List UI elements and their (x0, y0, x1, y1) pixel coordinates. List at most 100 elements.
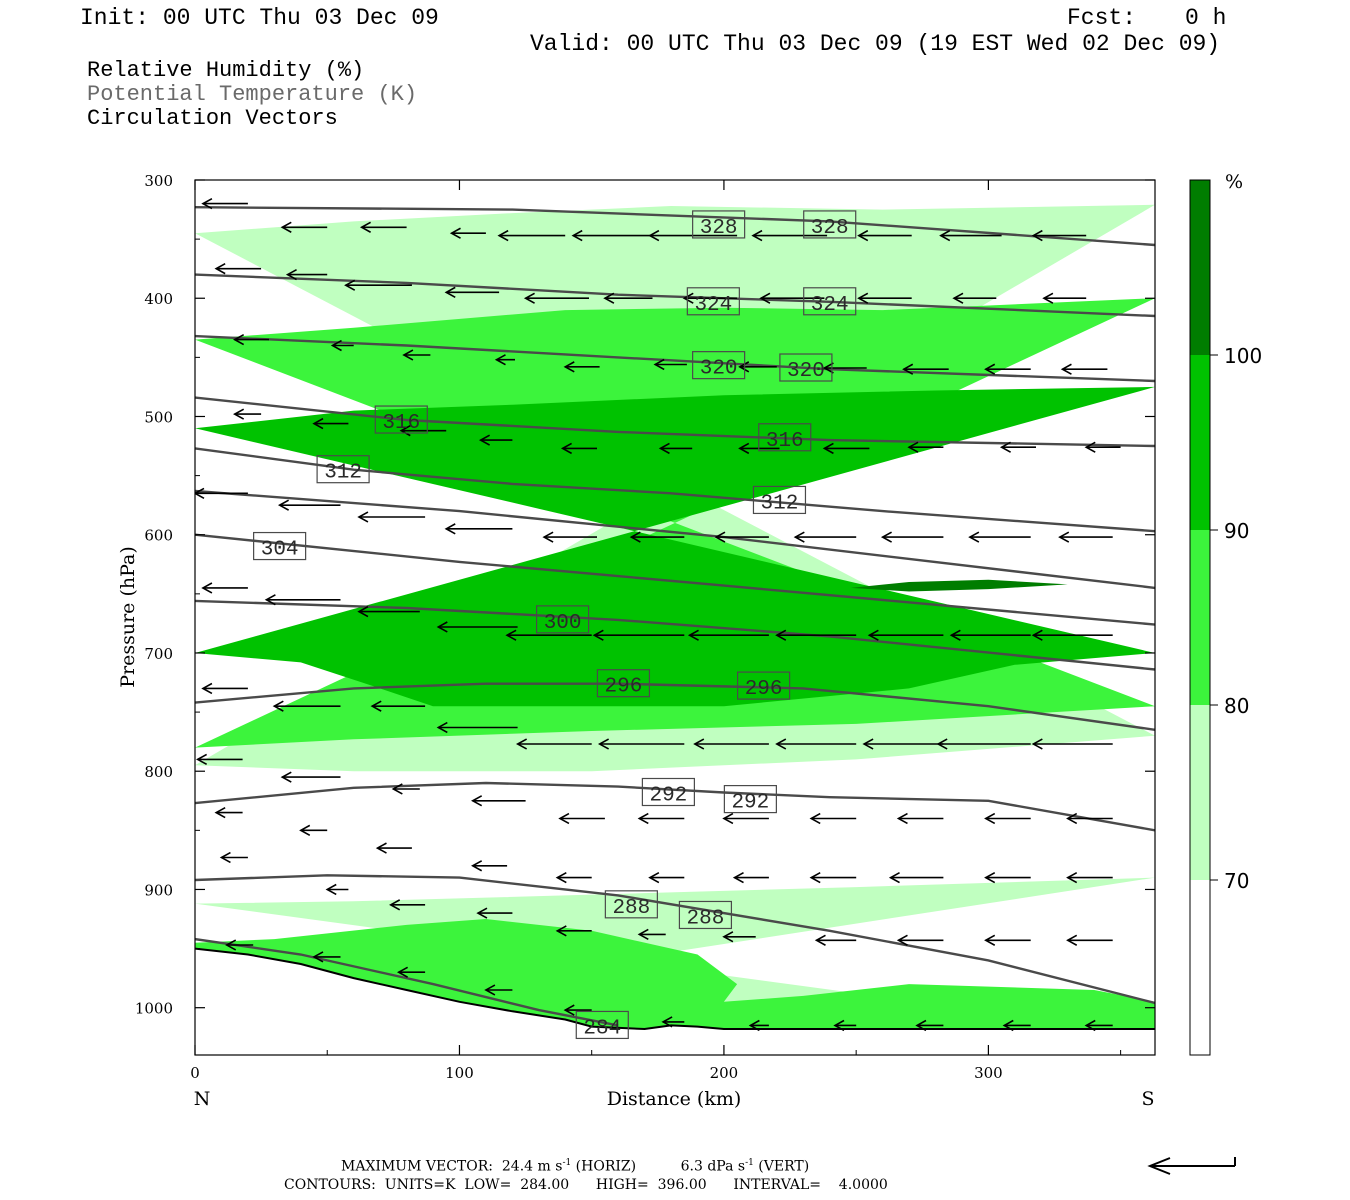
circulation-vector (330, 339, 354, 352)
circulation-vector (359, 221, 407, 233)
x-axis-label: Distance (km) (607, 1088, 742, 1110)
circulation-vector (272, 700, 341, 712)
circulation-vector (476, 907, 513, 919)
circulation-vector (888, 871, 944, 884)
circulation-vector (494, 354, 515, 366)
y-tick-label-400: 400 (144, 290, 173, 308)
circulation-vector (563, 361, 600, 373)
circulation-vector (738, 442, 780, 455)
circulation-vector (497, 229, 566, 242)
max-vector-line: MAXIMUM VECTOR: 24.4 m s-1 (HORIZ) 6.3 d… (341, 1158, 810, 1175)
plot-frame (194, 179, 1156, 1056)
circulation-vector (896, 934, 944, 946)
isentrope-label-324-1: 324 (803, 287, 857, 317)
svg-text:312: 312 (761, 492, 799, 515)
circulation-vector (867, 629, 944, 641)
circulation-vector (1066, 812, 1113, 825)
init-time: Init: 00 UTC Thu 03 Dec 09 (80, 5, 439, 31)
circulation-vector (523, 292, 589, 304)
circulation-vector (857, 229, 912, 242)
circulation-vector (714, 531, 769, 543)
colorbar-label-80: 80 (1224, 694, 1249, 718)
circulation-vector (952, 292, 997, 304)
circulation-vector (896, 812, 944, 825)
circulation-vector (563, 1004, 592, 1016)
circulation-vector (949, 629, 1031, 641)
legend-rh-title: Relative Humidity (%) (87, 58, 365, 83)
circulation-vector (658, 442, 693, 455)
circulation-vector (233, 333, 269, 346)
isentrope-label-312-1: 312 (752, 485, 807, 515)
svg-text:304: 304 (261, 539, 299, 562)
isentrope-label-296-1: 296 (736, 671, 791, 701)
svg-text:324: 324 (811, 294, 849, 317)
isentrope-320 (195, 334, 1155, 383)
isentrope-label-316-1: 316 (758, 423, 812, 453)
svg-text:288: 288 (687, 907, 725, 930)
isentrope-292 (195, 781, 1155, 832)
circulation-vector (814, 934, 857, 946)
circulation-vector (759, 292, 825, 304)
colorbar-label-90: 90 (1224, 519, 1249, 543)
isentrope-label-320-1: 320 (779, 353, 833, 383)
colorbar-label-70: 70 (1224, 869, 1249, 893)
circulation-vector (722, 812, 769, 825)
circulation-vector (471, 860, 508, 872)
y-tick-label-600: 600 (144, 527, 173, 545)
circulation-vector (436, 621, 518, 633)
circulation-vector (880, 531, 944, 543)
circulation-vector (195, 753, 243, 766)
circulation-vector (1058, 531, 1113, 543)
y-tick-label-500: 500 (144, 408, 173, 426)
circulation-vector (637, 812, 685, 825)
circulation-vector (603, 292, 653, 304)
isentrope-label-layer: 328 328 324 324 320 320 316 316 312 312 304 300 296 2… (253, 210, 857, 1040)
circulation-vector (449, 227, 486, 239)
circulation-vector (402, 349, 431, 361)
circulation-vector (1084, 1019, 1113, 1032)
circulation-vector (637, 928, 666, 941)
x-tick-label-100: 100 (445, 1064, 474, 1082)
terrain-fill (195, 948, 1155, 1055)
svg-text:300: 300 (544, 612, 582, 635)
south-end-label: S (1141, 1088, 1154, 1110)
isentrope-label-288-0: 288 (604, 890, 658, 920)
circulation-vector (280, 771, 341, 783)
circulation-vector (391, 783, 420, 795)
circulation-vector (478, 434, 513, 446)
colorbar-swatch-2 (1190, 530, 1210, 705)
circulation-vector (280, 221, 328, 233)
circulation-vector (1066, 871, 1113, 884)
circulation-vector (225, 939, 254, 951)
circulation-vector (201, 582, 248, 594)
circulation-vector (515, 738, 592, 750)
circulation-vector (751, 229, 828, 242)
colorbar-swatch-1 (1190, 355, 1210, 530)
circulation-vector (555, 925, 592, 937)
terrain-line (195, 947, 1155, 1031)
circulation-vector (1084, 441, 1121, 453)
circulation-vector (738, 361, 777, 373)
x-tick-label-200: 200 (710, 1064, 739, 1082)
circulation-vector (592, 629, 685, 641)
colorbar-label-100: 100 (1224, 344, 1262, 368)
valid-time: Valid: 00 UTC Thu 03 Dec 09 (19 EST Wed … (530, 31, 1221, 57)
circulation-vector (444, 286, 500, 298)
circulation-vector (264, 594, 341, 606)
circulation-vector (968, 531, 1031, 543)
circulation-vector (312, 417, 349, 430)
circulation-vector (748, 1019, 769, 1032)
circulation-vector (484, 984, 513, 996)
y-tick-label-300: 300 (144, 172, 173, 190)
circulation-vector (325, 883, 349, 896)
x-tick-label-300: 300 (974, 1064, 1003, 1082)
circulation-vector (653, 358, 687, 371)
circulation-vector (661, 1016, 685, 1028)
isentrope-label-292-1: 292 (723, 784, 777, 815)
isentrope-288 (195, 874, 1155, 1005)
circulation-vector (389, 899, 426, 911)
svg-text:316: 316 (382, 412, 420, 435)
circulation-vector (233, 408, 262, 420)
circulation-vector (558, 812, 605, 825)
circulation-vector (219, 851, 248, 864)
